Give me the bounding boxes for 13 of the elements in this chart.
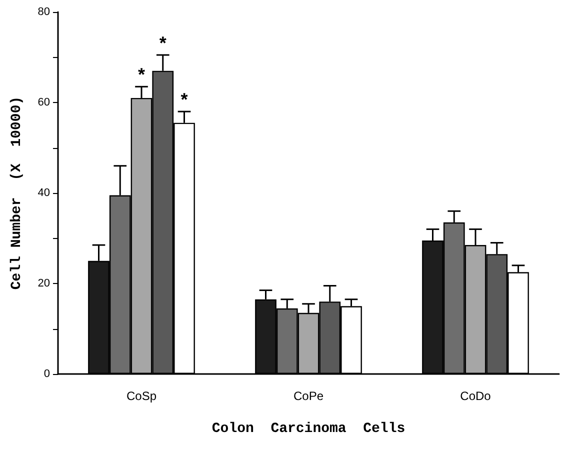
data-label: * bbox=[180, 90, 188, 110]
x-tick-label: CoSp bbox=[126, 389, 157, 403]
y-tick-label: 20 bbox=[38, 278, 50, 290]
data-label: * bbox=[159, 32, 166, 53]
x-tick-label: CoDo bbox=[460, 389, 492, 403]
y-tick-label: 80 bbox=[38, 6, 50, 18]
y-tick-label: 40 bbox=[38, 187, 50, 199]
x-axis-title: Colon Carcinoma Cells bbox=[212, 421, 406, 437]
y-tick-label: 0 bbox=[44, 368, 50, 380]
y-axis-title: Cell Number (X 10000) bbox=[9, 96, 25, 290]
data-label: * bbox=[138, 64, 146, 85]
x-tick-label: CoPe bbox=[293, 389, 324, 403]
y-tick-label: 60 bbox=[38, 96, 50, 108]
